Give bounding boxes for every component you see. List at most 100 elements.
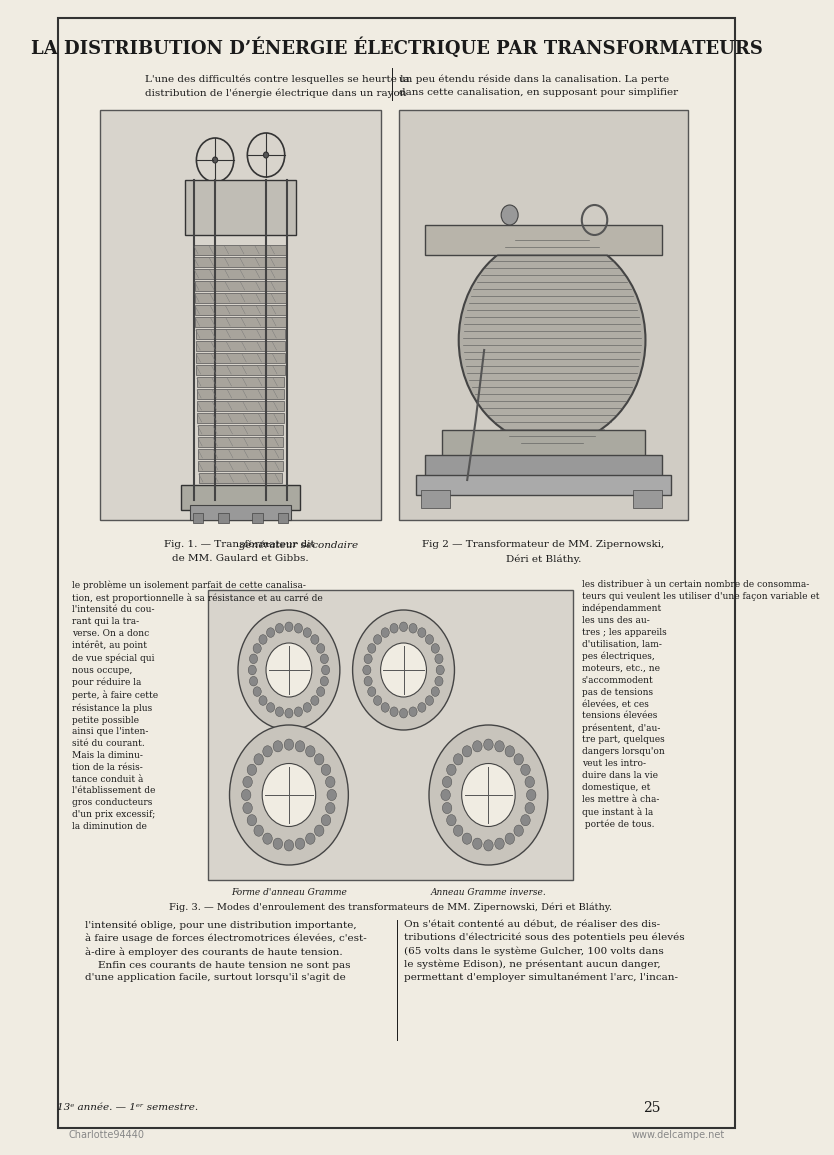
Text: un peu étendu réside dans la canalisation. La perte
dans cette canalisation, en : un peu étendu réside dans la canalisatio…: [399, 75, 678, 97]
Text: www.delcampe.net: www.delcampe.net: [632, 1130, 726, 1140]
Bar: [198, 449, 283, 459]
Text: l'intensité oblige, pour une distribution importante,
à faire usage de forces él: l'intensité oblige, pour une distributio…: [85, 921, 367, 982]
Bar: [197, 401, 284, 411]
Bar: [194, 269, 287, 280]
Circle shape: [425, 634, 434, 644]
Circle shape: [249, 677, 258, 686]
Circle shape: [311, 634, 319, 644]
Circle shape: [304, 628, 311, 638]
Circle shape: [259, 695, 267, 706]
Circle shape: [325, 776, 335, 788]
Circle shape: [454, 754, 463, 765]
Circle shape: [275, 624, 284, 633]
Circle shape: [273, 740, 283, 752]
Bar: [193, 245, 287, 255]
Circle shape: [247, 765, 257, 775]
Circle shape: [447, 765, 456, 775]
Circle shape: [229, 725, 349, 865]
Circle shape: [462, 746, 472, 757]
Circle shape: [409, 624, 417, 633]
Circle shape: [263, 746, 272, 757]
Circle shape: [526, 789, 536, 800]
Bar: [198, 437, 284, 447]
Circle shape: [429, 725, 548, 865]
Bar: [208, 590, 573, 880]
Circle shape: [505, 746, 515, 757]
Circle shape: [320, 654, 329, 664]
Circle shape: [435, 654, 443, 664]
Circle shape: [320, 677, 329, 686]
Bar: [193, 513, 203, 523]
Circle shape: [327, 789, 336, 800]
Bar: [196, 353, 285, 363]
Circle shape: [447, 814, 456, 826]
Circle shape: [259, 634, 267, 644]
Circle shape: [484, 739, 493, 751]
Circle shape: [505, 833, 515, 844]
Circle shape: [322, 665, 329, 675]
Circle shape: [247, 814, 257, 826]
Circle shape: [285, 623, 293, 632]
Circle shape: [284, 840, 294, 851]
Circle shape: [442, 776, 452, 788]
Circle shape: [514, 754, 524, 765]
Circle shape: [266, 643, 312, 696]
Bar: [195, 293, 286, 303]
Bar: [420, 490, 450, 508]
Circle shape: [462, 833, 472, 844]
Bar: [253, 513, 263, 523]
Circle shape: [418, 628, 426, 638]
Circle shape: [525, 776, 535, 788]
Circle shape: [294, 707, 303, 716]
Circle shape: [249, 665, 256, 675]
Circle shape: [380, 643, 426, 696]
Circle shape: [390, 624, 398, 633]
Circle shape: [454, 825, 463, 836]
Bar: [198, 425, 284, 435]
Circle shape: [321, 814, 331, 826]
Circle shape: [473, 839, 482, 849]
Circle shape: [305, 746, 315, 757]
Text: 25: 25: [643, 1101, 661, 1115]
Circle shape: [381, 628, 389, 638]
Circle shape: [241, 789, 251, 800]
Bar: [399, 110, 688, 520]
Circle shape: [243, 776, 253, 788]
Circle shape: [399, 708, 408, 718]
Circle shape: [213, 157, 218, 163]
Circle shape: [374, 634, 382, 644]
Bar: [416, 475, 671, 495]
Circle shape: [431, 643, 440, 654]
Bar: [198, 474, 283, 483]
Circle shape: [501, 204, 518, 225]
Circle shape: [304, 702, 311, 713]
Text: Anneau Gramme inverse.: Anneau Gramme inverse.: [430, 888, 546, 897]
Circle shape: [305, 833, 315, 844]
Text: Déri et Bláthy.: Déri et Bláthy.: [506, 554, 581, 564]
Bar: [185, 180, 296, 234]
Circle shape: [267, 702, 274, 713]
Bar: [633, 490, 662, 508]
Text: L'une des difficultés contre lesquelles se heurte la
distribution de l'énergie é: L'une des difficultés contre lesquelles …: [144, 75, 409, 98]
Circle shape: [514, 825, 524, 836]
Circle shape: [495, 740, 505, 752]
Circle shape: [368, 687, 376, 696]
Circle shape: [418, 702, 426, 713]
Circle shape: [314, 825, 324, 836]
Bar: [197, 389, 284, 398]
Circle shape: [364, 677, 372, 686]
Circle shape: [295, 740, 304, 752]
Circle shape: [295, 839, 304, 849]
Bar: [189, 505, 292, 520]
Circle shape: [431, 687, 440, 696]
Bar: [278, 513, 288, 523]
Circle shape: [314, 754, 324, 765]
Circle shape: [525, 803, 535, 813]
Circle shape: [311, 695, 319, 706]
Circle shape: [254, 825, 264, 836]
Text: générateur secondaire: générateur secondaire: [123, 541, 359, 550]
Bar: [195, 305, 286, 315]
Circle shape: [441, 789, 450, 800]
Text: le problème un isolement parfait de cette canalisa-
tion, est proportionnelle à : le problème un isolement parfait de cett…: [73, 580, 324, 830]
Circle shape: [473, 740, 482, 752]
